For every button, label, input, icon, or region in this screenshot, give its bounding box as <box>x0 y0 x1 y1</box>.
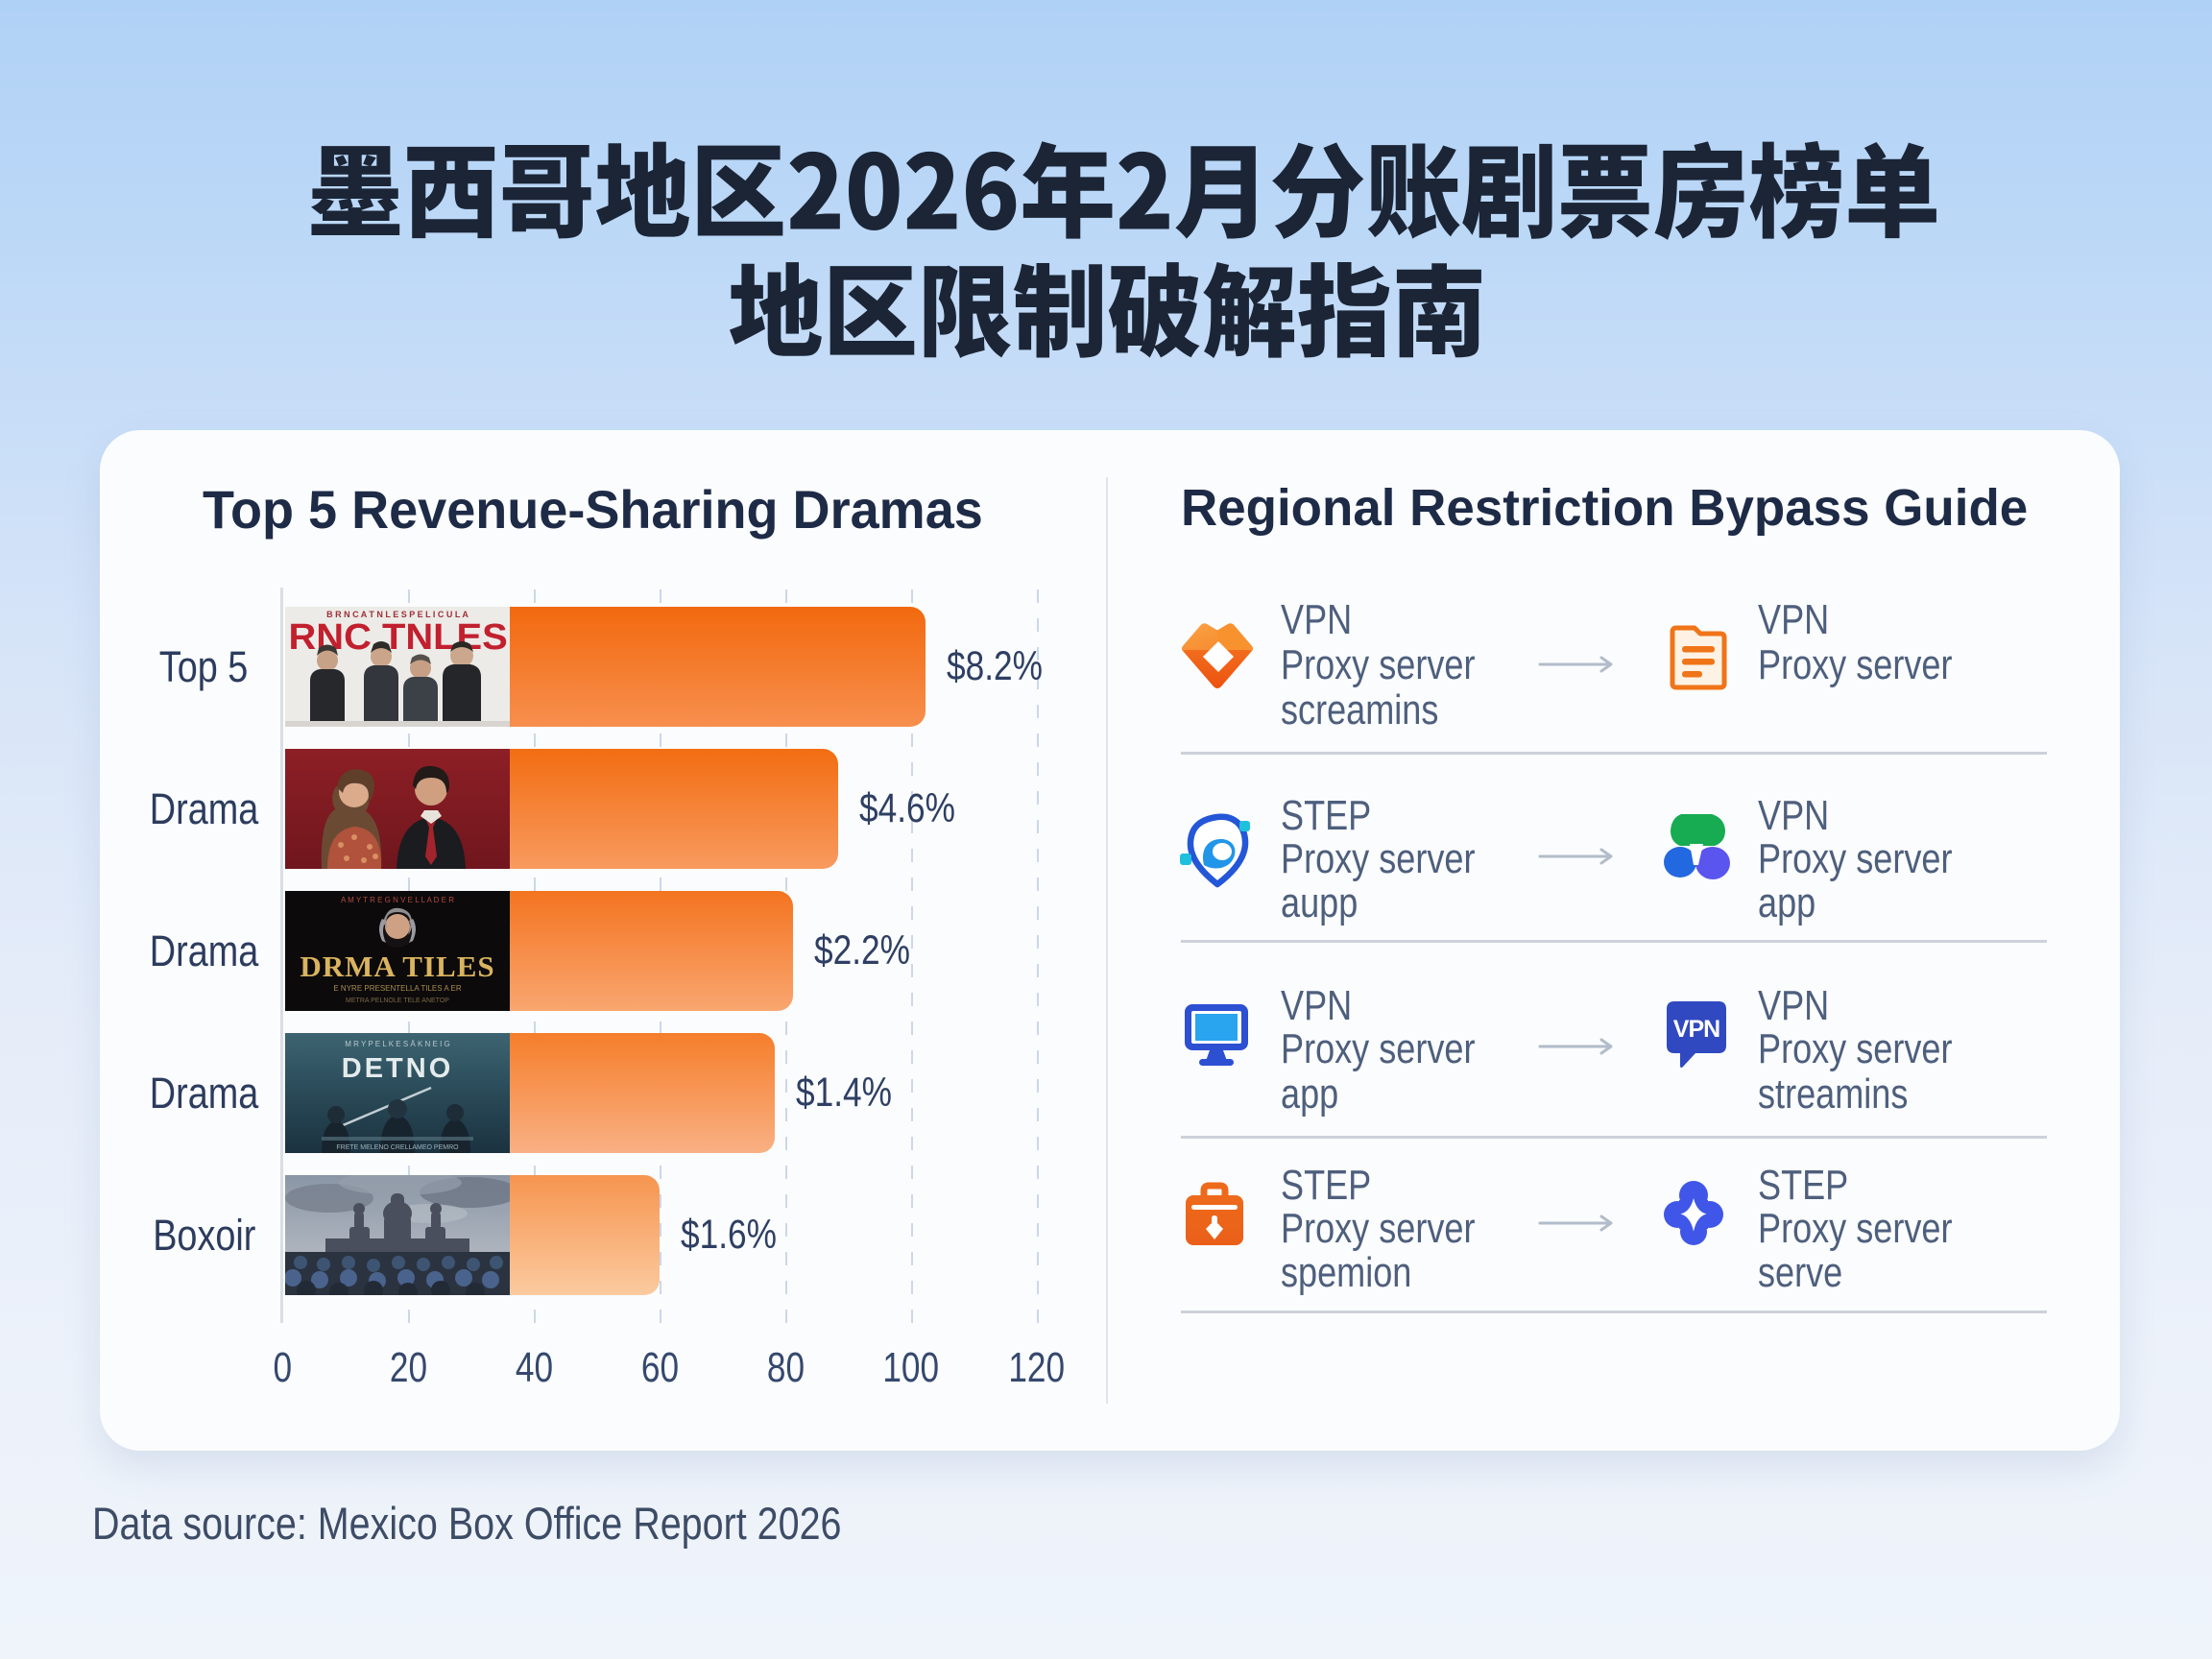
svg-text:DRMA TILES: DRMA TILES <box>300 950 494 983</box>
svg-text:B R N C A T N L E S P E L I: B R N C A T N L E S P E L I C U L A <box>326 610 469 619</box>
svg-text:DETNO: DETNO <box>342 1053 454 1084</box>
svg-text:VPN: VPN <box>1673 1016 1719 1043</box>
svg-text:A M Y T R E G N V E L L A D: A M Y T R E G N V E L L A D E R <box>341 896 454 904</box>
svg-text:METRA PELNOLE TELE ANETOP: METRA PELNOLE TELE ANETOP <box>346 998 449 1004</box>
svg-text:M R Y P E L K E S Ä K N E I G: M R Y P E L K E S Ä K N E I G <box>345 1040 450 1048</box>
svg-text:FRETE MELENO CRELLAMEO PEMRO: FRETE MELENO CRELLAMEO PEMRO <box>336 1144 459 1151</box>
svg-text:E NYRE PRESENTELLA TILES A ER: E NYRE PRESENTELLA TILES A ER <box>333 984 461 993</box>
